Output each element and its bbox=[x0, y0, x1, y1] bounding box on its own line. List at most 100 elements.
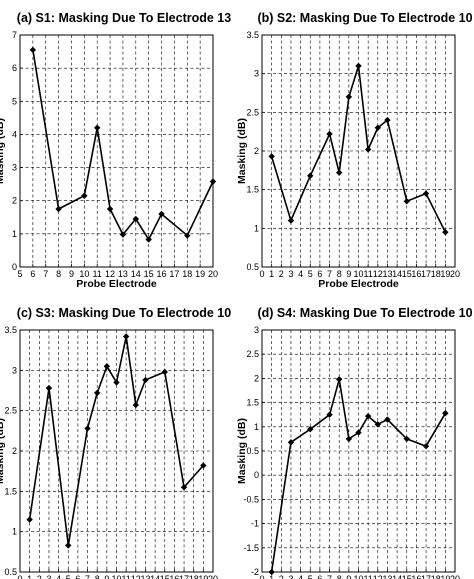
x-tick-label: 19 bbox=[440, 574, 450, 579]
data-point bbox=[345, 435, 353, 443]
x-tick-label: 9 bbox=[69, 269, 74, 279]
data-point bbox=[268, 153, 275, 160]
data-point bbox=[142, 376, 149, 384]
data-point bbox=[45, 384, 53, 392]
x-tick-label: 8 bbox=[337, 269, 342, 279]
data-point bbox=[268, 568, 275, 576]
data-point bbox=[113, 379, 120, 386]
x-tick-label: 6 bbox=[317, 574, 322, 579]
x-tick-label: 20 bbox=[450, 269, 460, 279]
x-tick-label: 10 bbox=[111, 574, 121, 579]
y-axis-label: Masking (dB) bbox=[0, 418, 6, 484]
x-tick-label: 18 bbox=[189, 574, 199, 579]
x-tick-label: 3 bbox=[288, 269, 293, 279]
x-tick-label: 9 bbox=[346, 269, 351, 279]
data-point bbox=[209, 178, 217, 185]
x-tick-label: 16 bbox=[411, 269, 421, 279]
x-tick-label: 16 bbox=[169, 574, 179, 579]
y-tick-label: -2 bbox=[251, 567, 259, 577]
x-tick-label: 12 bbox=[373, 574, 383, 579]
x-tick-label: 14 bbox=[392, 269, 402, 279]
x-tick-label: 13 bbox=[382, 574, 392, 579]
data-point bbox=[180, 484, 188, 491]
x-tick-label: 12 bbox=[131, 574, 141, 579]
x-tick-label: 11 bbox=[363, 269, 372, 279]
x-tick-label: 0 bbox=[17, 574, 22, 579]
x-tick-label: 13 bbox=[118, 269, 128, 279]
x-tick-label: 20 bbox=[208, 269, 218, 279]
data-point bbox=[55, 205, 62, 213]
x-tick-label: 6 bbox=[75, 574, 80, 579]
data-point bbox=[103, 363, 111, 370]
x-tick-label: 15 bbox=[160, 574, 170, 579]
x-tick-label: 19 bbox=[195, 269, 205, 279]
y-tick-label: 2.5 bbox=[4, 406, 17, 416]
x-tick-label: 5 bbox=[308, 574, 313, 579]
data-point bbox=[374, 124, 381, 131]
chart-panel-1: (a) S1: Masking Due To Electrode 135 6 7 8 9… bbox=[0, 11, 231, 290]
x-tick-label: 12 bbox=[373, 269, 383, 279]
data-point bbox=[287, 439, 295, 446]
data-point bbox=[161, 368, 168, 376]
y-tick-label: 1 bbox=[12, 527, 17, 537]
chart-panel-2: (b) S2: Masking Due To Electrode 100 1 2 3 4… bbox=[236, 11, 473, 290]
data-point bbox=[119, 231, 127, 238]
x-tick-label: 2 bbox=[279, 574, 284, 579]
data-point bbox=[94, 389, 101, 397]
x-axis-label: Probe Electrode bbox=[76, 278, 157, 290]
x-tick-label: 1 bbox=[269, 269, 274, 279]
y-tick-label: 2.5 bbox=[246, 349, 259, 359]
data-point bbox=[94, 124, 101, 131]
data-point bbox=[307, 172, 314, 179]
x-tick-label: 2 bbox=[37, 574, 42, 579]
chart-title: (b) S2: Masking Due To Electrode 10 bbox=[257, 11, 472, 25]
data-point bbox=[355, 62, 362, 70]
x-tick-label: 7 bbox=[43, 269, 48, 279]
data-point bbox=[132, 401, 139, 409]
chart-panel-4: (d) S4: Masking Due To Electrode 100 1 2 3 4… bbox=[236, 306, 473, 579]
x-tick-label: 4 bbox=[298, 574, 303, 579]
plot-frame bbox=[19, 34, 214, 268]
data-point bbox=[122, 333, 130, 340]
y-tick-label: 0.5 bbox=[246, 446, 259, 456]
x-tick-label: 7 bbox=[327, 574, 332, 579]
x-tick-label: 13 bbox=[382, 269, 392, 279]
x-tick-label: 13 bbox=[140, 574, 150, 579]
data-point bbox=[106, 205, 114, 213]
y-tick-label: 1 bbox=[12, 229, 17, 239]
data-point bbox=[364, 146, 372, 153]
data-point bbox=[364, 412, 372, 420]
x-tick-label: 20 bbox=[208, 574, 218, 579]
y-tick-label: 3 bbox=[12, 163, 17, 173]
x-axis-label: Probe Electrode bbox=[318, 278, 399, 290]
x-tick-label: 17 bbox=[421, 269, 431, 279]
y-tick-label: 2 bbox=[12, 446, 17, 456]
y-tick-label: 0 bbox=[254, 470, 259, 480]
y-tick-label: 2 bbox=[254, 373, 259, 383]
x-tick-label: 15 bbox=[402, 574, 412, 579]
x-tick-label: 9 bbox=[346, 574, 351, 579]
x-tick-label: 8 bbox=[95, 574, 100, 579]
chart-title: (d) S4: Masking Due To Electrode 10 bbox=[257, 306, 472, 320]
data-point bbox=[84, 425, 91, 432]
x-tick-label: 4 bbox=[298, 269, 303, 279]
x-tick-label: 19 bbox=[198, 574, 208, 579]
y-tick-label: 3 bbox=[254, 325, 259, 335]
x-tick-label: 1 bbox=[27, 574, 32, 579]
x-tick-label: 17 bbox=[169, 269, 179, 279]
x-tick-label: 3 bbox=[46, 574, 51, 579]
y-tick-label: 1.5 bbox=[4, 486, 17, 496]
x-tick-label: 7 bbox=[327, 269, 332, 279]
data-point bbox=[287, 217, 295, 224]
x-tick-label: 2 bbox=[279, 269, 284, 279]
y-tick-label: 5 bbox=[12, 96, 17, 106]
x-tick-label: 5 bbox=[17, 269, 22, 279]
y-tick-label: 3 bbox=[254, 69, 259, 79]
y-tick-label: 0 bbox=[12, 262, 17, 272]
y-tick-label: 7 bbox=[12, 30, 17, 40]
x-tick-label: 14 bbox=[150, 574, 160, 579]
data-point bbox=[403, 198, 410, 205]
y-tick-label: 1 bbox=[254, 422, 259, 432]
x-tick-label: 9 bbox=[104, 574, 109, 579]
y-tick-label: 0.5 bbox=[4, 567, 17, 577]
